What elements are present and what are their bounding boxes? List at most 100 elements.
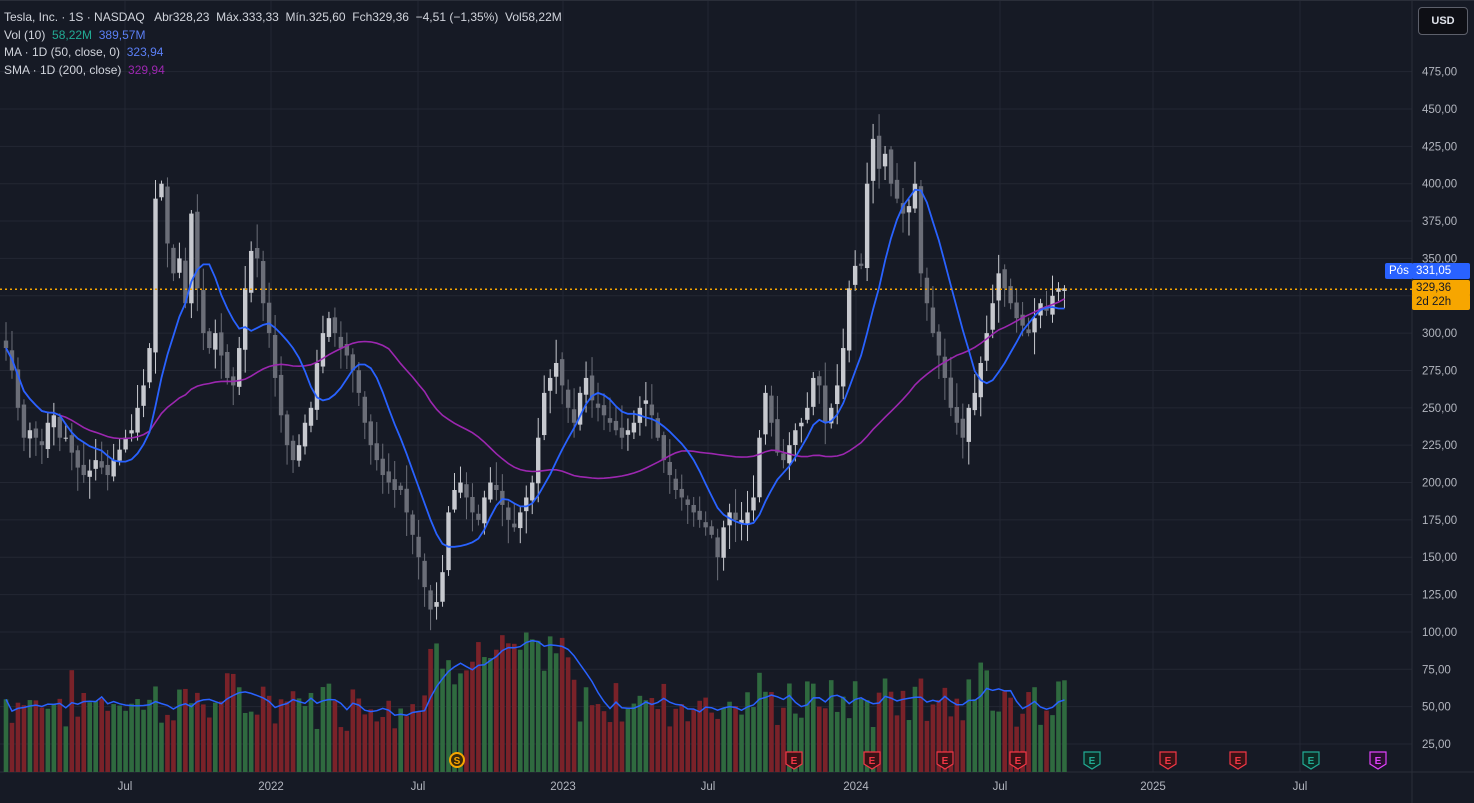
volume-bar bbox=[242, 712, 248, 772]
volume-bar bbox=[565, 657, 571, 772]
candle-body bbox=[882, 153, 888, 167]
volume-bar bbox=[547, 636, 553, 772]
candle-body bbox=[398, 485, 403, 490]
candle-body bbox=[530, 482, 535, 501]
candle-body bbox=[308, 407, 314, 426]
candle-body bbox=[583, 377, 589, 395]
candle-body bbox=[284, 414, 290, 446]
candle-body bbox=[1008, 286, 1013, 304]
volume-bar bbox=[894, 715, 900, 772]
candle-body bbox=[39, 441, 45, 446]
volume-bar bbox=[494, 649, 499, 772]
volume-bar bbox=[440, 668, 445, 772]
candle-body bbox=[404, 488, 409, 513]
candle-body bbox=[350, 354, 356, 371]
earnings-event-marker bbox=[1083, 751, 1101, 770]
volume-bar bbox=[230, 673, 236, 772]
candle-body bbox=[1014, 302, 1019, 319]
volume-bar bbox=[864, 700, 870, 772]
candle-body bbox=[936, 331, 942, 356]
volume-bar bbox=[69, 670, 75, 772]
volume-bar bbox=[828, 680, 834, 772]
candle-body bbox=[63, 437, 68, 439]
volume-bar bbox=[876, 692, 882, 772]
volume-bar bbox=[452, 684, 457, 772]
volume-bar bbox=[272, 723, 278, 772]
volume-bar bbox=[930, 704, 936, 772]
volume-bar bbox=[858, 698, 864, 772]
y-tick-label: 175,00 bbox=[1422, 515, 1457, 527]
currency-button[interactable]: USD bbox=[1418, 7, 1468, 35]
y-tick-label: 225,00 bbox=[1422, 440, 1457, 452]
volume-bar bbox=[709, 712, 714, 772]
volume-bar bbox=[679, 704, 685, 772]
candle-body bbox=[811, 377, 816, 407]
candle-body bbox=[362, 396, 367, 423]
candle-body bbox=[547, 377, 553, 391]
y-tick-label: 75,00 bbox=[1422, 664, 1451, 676]
volume-bar bbox=[153, 686, 158, 772]
volume-bar bbox=[260, 686, 266, 772]
candle-body bbox=[542, 392, 547, 436]
candle-body bbox=[225, 352, 230, 378]
candle-body bbox=[715, 537, 720, 558]
volume-bar bbox=[506, 643, 511, 772]
volume-bar bbox=[434, 643, 439, 772]
candle-body bbox=[858, 263, 864, 266]
volume-bar bbox=[482, 657, 487, 772]
volume-bar bbox=[500, 635, 505, 772]
volume-bar bbox=[1050, 715, 1055, 772]
vol-label: Vol (10) bbox=[4, 27, 46, 42]
volume-bar bbox=[781, 707, 786, 772]
candle-body bbox=[817, 376, 822, 386]
candle-body bbox=[829, 407, 834, 424]
candle-body bbox=[775, 419, 780, 453]
candle-body bbox=[15, 369, 21, 408]
volume-bar bbox=[882, 678, 888, 772]
candle-body bbox=[524, 497, 529, 512]
volume-bar bbox=[583, 687, 589, 772]
volume-bar bbox=[75, 716, 81, 772]
volume-bar bbox=[224, 673, 230, 772]
sma-label: SMA · 1D (200, close) bbox=[4, 62, 122, 77]
earnings-event-letter: E bbox=[1089, 756, 1096, 767]
volume-bar bbox=[266, 695, 272, 772]
volume-bar bbox=[541, 670, 547, 772]
legend-ohlc-row: Tesla, Inc. · 1S · NASDAQ Abr328,23 Máx.… bbox=[4, 9, 562, 27]
candle-body bbox=[141, 385, 146, 406]
volume-bar bbox=[757, 672, 762, 772]
candle-body bbox=[189, 213, 194, 304]
volume-bar bbox=[189, 703, 194, 772]
volume-bar bbox=[1026, 692, 1031, 772]
candle-body bbox=[314, 363, 320, 410]
candle-body bbox=[326, 318, 332, 337]
volume-bar bbox=[338, 727, 344, 772]
candle-body bbox=[201, 290, 206, 334]
volume-bar bbox=[799, 717, 804, 772]
candle-body bbox=[888, 149, 894, 184]
volume-bar bbox=[344, 730, 350, 772]
ma-50-line bbox=[5, 188, 1065, 548]
volume-bar bbox=[805, 681, 810, 772]
candle-body bbox=[924, 277, 930, 304]
candle-body bbox=[906, 206, 912, 213]
candle-body bbox=[757, 437, 762, 498]
candle-body bbox=[1056, 288, 1061, 292]
volume-bar bbox=[207, 717, 212, 772]
vol-value-1: 58,22M bbox=[52, 27, 93, 42]
volume-bar bbox=[123, 710, 128, 772]
candle-body bbox=[625, 430, 631, 435]
volume-bar bbox=[350, 689, 356, 772]
volume-bar bbox=[147, 699, 152, 772]
candle-body bbox=[793, 430, 798, 446]
volume-bar bbox=[559, 637, 565, 772]
candle-body bbox=[171, 247, 176, 274]
volume-bar bbox=[870, 726, 876, 772]
candle-body bbox=[177, 258, 182, 273]
volume-bar bbox=[416, 711, 421, 772]
candle-body bbox=[577, 392, 583, 425]
volume-bar bbox=[392, 728, 397, 772]
volume-ma-line bbox=[5, 639, 1065, 717]
volume-bar bbox=[81, 692, 87, 772]
